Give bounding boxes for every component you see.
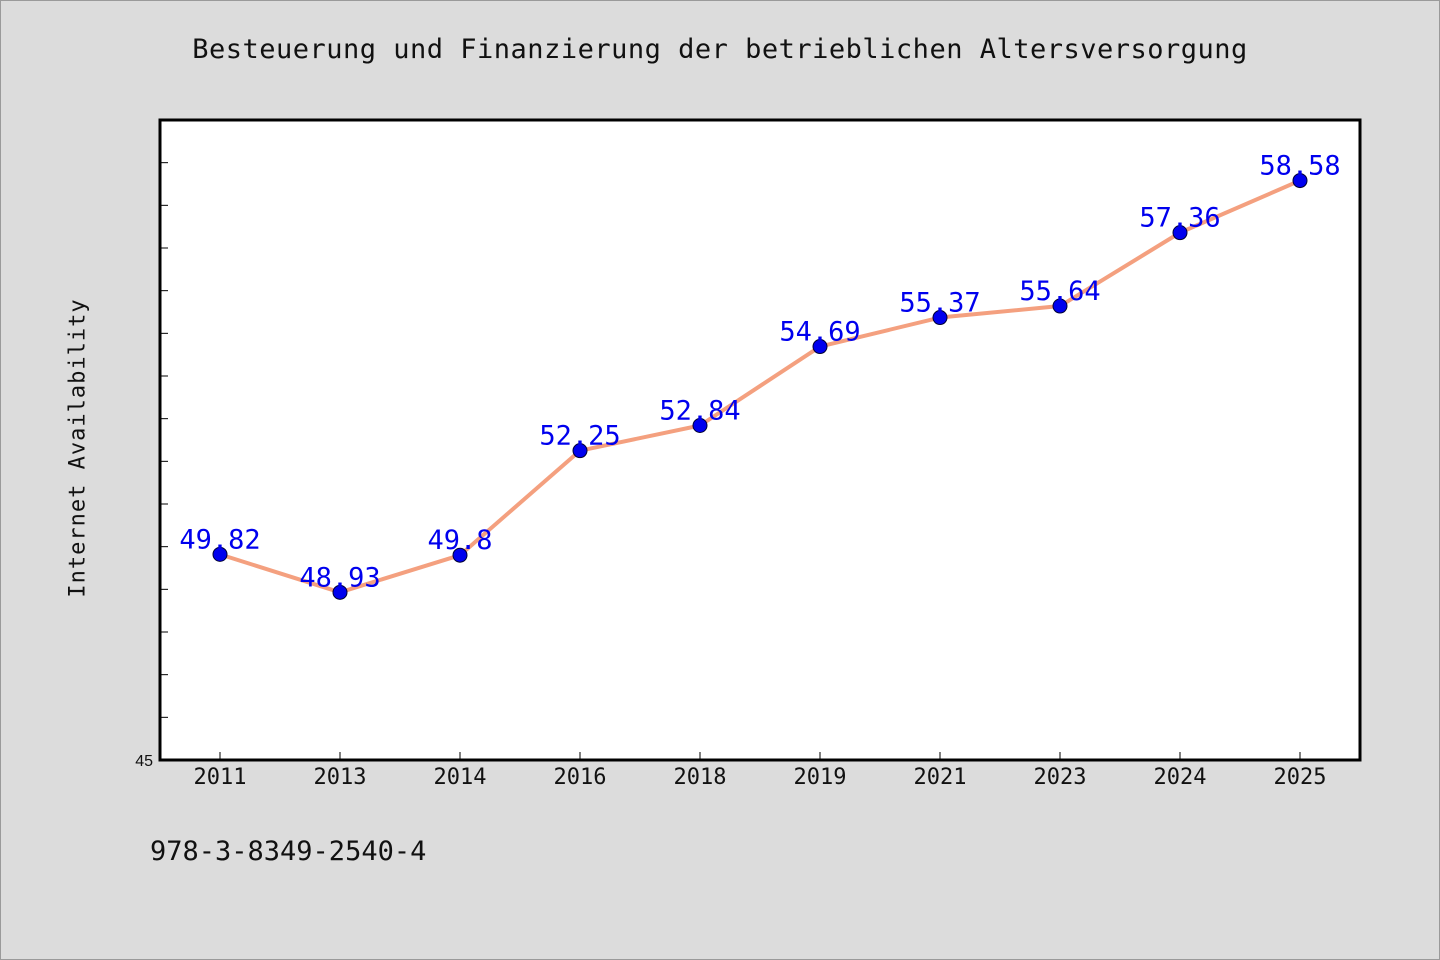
x-tick-label: 2011 [194, 765, 247, 790]
data-label: 54.69 [779, 317, 860, 348]
data-point [1292, 173, 1308, 189]
x-tick-label: 2019 [794, 765, 847, 790]
x-tick-label: 2014 [434, 765, 487, 790]
x-tick-label: 2024 [1154, 765, 1207, 790]
data-point [572, 443, 588, 459]
data-point [452, 547, 468, 563]
x-tick-label: 2023 [1034, 765, 1087, 790]
data-point [332, 584, 348, 600]
data-point [932, 310, 948, 326]
x-tick-label: 2025 [1274, 765, 1327, 790]
series-line [218, 178, 1302, 595]
data-label: 55.64 [1019, 276, 1100, 307]
y-tick-label: 45 [135, 753, 153, 770]
data-point [212, 546, 228, 562]
data-label: 57.36 [1139, 203, 1220, 234]
data-label: 52.84 [659, 395, 740, 426]
isbn-note: 978-3-8349-2540-4 [150, 836, 427, 867]
data-label: 52.25 [539, 421, 620, 452]
x-tick-label: 2013 [314, 765, 367, 790]
data-point [812, 339, 828, 355]
x-tick-label: 2021 [914, 765, 967, 790]
data-label: 49.8 [427, 525, 492, 556]
data-label: 58.58 [1259, 151, 1340, 182]
data-point [1052, 298, 1068, 314]
data-label: 55.37 [899, 288, 980, 319]
data-point [1172, 225, 1188, 241]
x-tick-label: 2016 [554, 765, 607, 790]
data-label: 49.82 [179, 524, 260, 555]
plot-area [158, 118, 1362, 762]
data-label: 48.93 [299, 562, 380, 593]
chart-title: Besteuerung und Finanzierung der betrieb… [192, 34, 1248, 65]
data-point [692, 417, 708, 433]
x-tick-label: 2018 [674, 765, 727, 790]
